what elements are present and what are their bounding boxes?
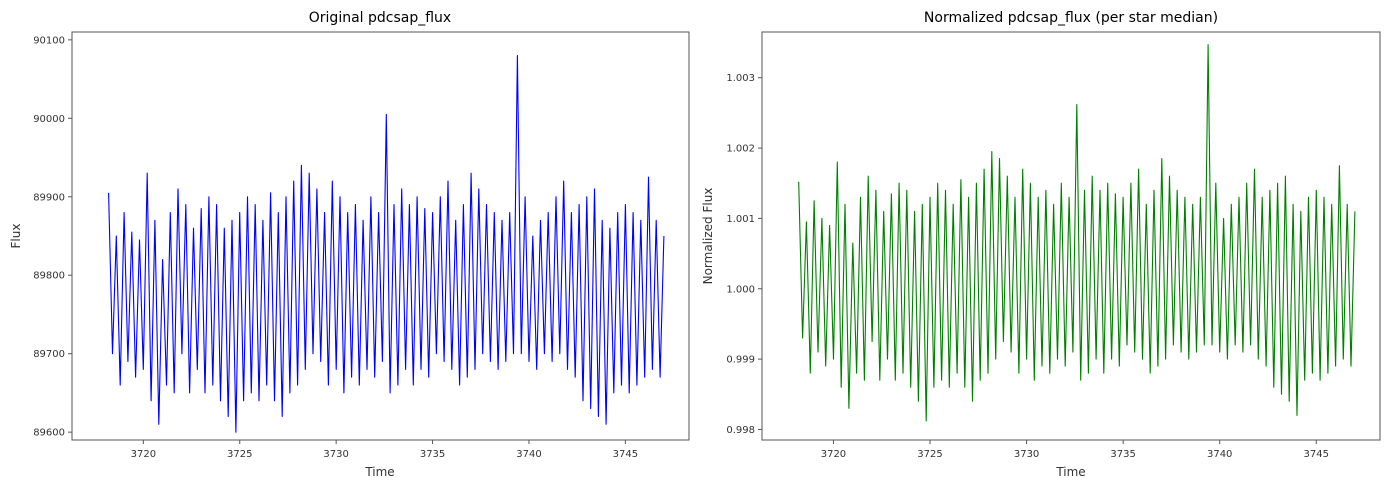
y-tick-label: 90100 bbox=[33, 35, 65, 46]
normalized-flux-panel: Normalized pdcsap_flux (per star median)… bbox=[701, 10, 1381, 479]
series-line bbox=[108, 54, 665, 433]
y-tick-label: 1.002 bbox=[726, 144, 755, 155]
x-tick-label: 3735 bbox=[1110, 449, 1135, 460]
x-tick-label: 3720 bbox=[821, 449, 846, 460]
x-tick-label: 3725 bbox=[917, 449, 942, 460]
x-tick-label: 3730 bbox=[323, 449, 348, 460]
y-tick-label: 89800 bbox=[33, 271, 65, 282]
x-tick-label: 3745 bbox=[613, 449, 638, 460]
original-flux-panel: Original pdcsap_flux 3720 3725 3730 3735 374… bbox=[9, 10, 690, 479]
y-tick-label: 0.998 bbox=[726, 425, 755, 436]
x-tick-label: 3740 bbox=[516, 449, 541, 460]
series-line bbox=[798, 44, 1356, 422]
y-tick-label: 1.003 bbox=[726, 73, 755, 84]
chart-title: Normalized pdcsap_flux (per star median) bbox=[924, 10, 1218, 26]
series-group bbox=[798, 44, 1356, 422]
x-tick-label: 3720 bbox=[131, 449, 156, 460]
x-tick-label: 3740 bbox=[1207, 449, 1232, 460]
y-tick-label: 0.999 bbox=[726, 355, 755, 366]
chart-title: Original pdcsap_flux bbox=[309, 10, 451, 26]
x-axis-label: Time bbox=[364, 465, 394, 479]
y-tick-label: 89700 bbox=[33, 349, 65, 360]
tick-marks: 3720 3725 3730 3735 3740 3745 89600 89700 89800 8… bbox=[33, 35, 638, 460]
plot-frame bbox=[71, 31, 690, 441]
x-tick-label: 3725 bbox=[227, 449, 252, 460]
plot-frame bbox=[761, 31, 1381, 441]
y-tick-label: 90000 bbox=[33, 114, 65, 125]
y-axis-label: Flux bbox=[9, 224, 23, 249]
tick-marks: 3720 3725 3730 3735 3740 3745 0.998 0.999 1.000 1… bbox=[726, 73, 1329, 460]
x-axis-label: Time bbox=[1055, 465, 1085, 479]
y-tick-label: 1.000 bbox=[726, 284, 755, 295]
x-tick-label: 3745 bbox=[1304, 449, 1329, 460]
x-tick-label: 3735 bbox=[420, 449, 445, 460]
x-tick-label: 3730 bbox=[1014, 449, 1039, 460]
y-tick-label: 89600 bbox=[33, 428, 65, 439]
y-axis-label: Normalized Flux bbox=[701, 188, 715, 285]
y-tick-label: 89900 bbox=[33, 192, 65, 203]
series-group bbox=[108, 54, 665, 433]
y-tick-label: 1.001 bbox=[726, 214, 755, 225]
